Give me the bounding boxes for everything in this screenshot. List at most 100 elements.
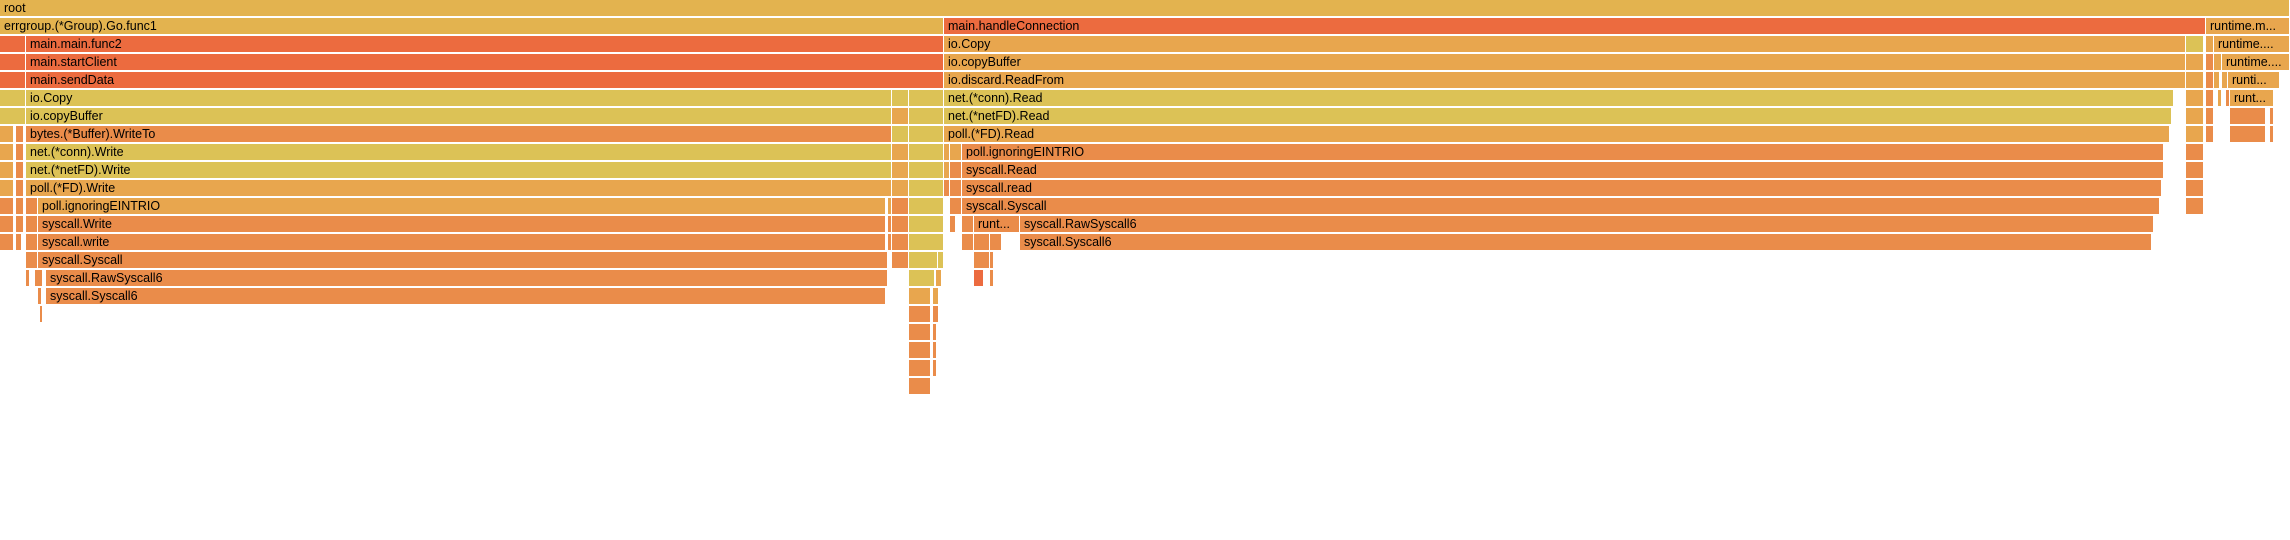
flame-frame-unlabeled[interactable]: [909, 270, 935, 287]
flame-frame-unlabeled[interactable]: [2230, 108, 2266, 125]
flame-frame[interactable]: main.handleConnection: [944, 18, 2206, 35]
flame-frame-unlabeled[interactable]: [892, 108, 909, 125]
flame-frame-unlabeled[interactable]: [2186, 72, 2204, 89]
flame-frame[interactable]: bytes.(*Buffer).WriteTo: [26, 126, 892, 143]
flame-frame-unlabeled[interactable]: [16, 144, 24, 161]
flame-frame-unlabeled[interactable]: [909, 126, 944, 143]
flame-frame-unlabeled[interactable]: [962, 216, 974, 233]
flame-frame-unlabeled[interactable]: [2270, 126, 2274, 143]
flame-frame-unlabeled[interactable]: [2222, 72, 2228, 89]
flame-frame-unlabeled[interactable]: [950, 216, 956, 233]
flame-frame-unlabeled[interactable]: [909, 198, 944, 215]
flame-frame-unlabeled[interactable]: [974, 234, 990, 251]
flame-frame[interactable]: io.copyBuffer: [26, 108, 892, 125]
flame-frame-unlabeled[interactable]: [909, 234, 944, 251]
flame-frame[interactable]: syscall.Write: [38, 216, 886, 233]
flame-frame[interactable]: runti...: [2228, 72, 2280, 89]
flame-frame-unlabeled[interactable]: [35, 270, 43, 287]
flame-frame-unlabeled[interactable]: [0, 72, 26, 89]
flame-frame-unlabeled[interactable]: [0, 108, 26, 125]
flame-frame[interactable]: syscall.Syscall: [962, 198, 2160, 215]
flame-frame[interactable]: net.(*conn).Write: [26, 144, 892, 161]
flame-frame-unlabeled[interactable]: [909, 324, 931, 341]
flame-frame-unlabeled[interactable]: [990, 270, 994, 287]
flame-frame-unlabeled[interactable]: [909, 252, 938, 269]
flame-frame-unlabeled[interactable]: [0, 126, 14, 143]
flame-frame[interactable]: syscall.RawSyscall6: [1020, 216, 2154, 233]
flame-frame-unlabeled[interactable]: [892, 216, 909, 233]
flame-frame-unlabeled[interactable]: [2186, 90, 2204, 107]
flame-frame[interactable]: runt...: [974, 216, 1020, 233]
flame-frame[interactable]: syscall.RawSyscall6: [46, 270, 888, 287]
flame-frame-unlabeled[interactable]: [16, 198, 24, 215]
flame-frame[interactable]: runtime....: [2214, 36, 2290, 53]
flame-frame-unlabeled[interactable]: [888, 234, 892, 251]
flame-frame-unlabeled[interactable]: [933, 306, 939, 323]
flame-frame-unlabeled[interactable]: [909, 342, 931, 359]
flame-frame-unlabeled[interactable]: [909, 162, 944, 179]
flame-frame-unlabeled[interactable]: [38, 288, 42, 305]
flame-frame-unlabeled[interactable]: [16, 126, 24, 143]
flame-frame-unlabeled[interactable]: [26, 270, 30, 287]
flame-frame-unlabeled[interactable]: [990, 234, 1002, 251]
flame-frame[interactable]: io.discard.ReadFrom: [944, 72, 2186, 89]
flame-frame[interactable]: poll.ignoringEINTRIO: [962, 144, 2164, 161]
flame-frame[interactable]: net.(*netFD).Read: [944, 108, 2172, 125]
flame-frame-unlabeled[interactable]: [909, 144, 944, 161]
flame-frame[interactable]: io.copyBuffer: [944, 54, 2186, 71]
flame-frame[interactable]: poll.ignoringEINTRIO: [38, 198, 886, 215]
flame-frame-unlabeled[interactable]: [0, 198, 14, 215]
flame-frame-unlabeled[interactable]: [16, 162, 24, 179]
flame-frame[interactable]: net.(*conn).Read: [944, 90, 2174, 107]
flame-frame-unlabeled[interactable]: [0, 162, 14, 179]
flame-frame-unlabeled[interactable]: [2186, 126, 2204, 143]
flame-frame-unlabeled[interactable]: [2186, 36, 2204, 53]
flame-frame[interactable]: poll.(*FD).Read: [944, 126, 2170, 143]
flame-frame[interactable]: io.Copy: [944, 36, 2186, 53]
flame-frame-unlabeled[interactable]: [0, 54, 26, 71]
flame-frame-unlabeled[interactable]: [2214, 72, 2220, 89]
flame-frame[interactable]: syscall.Syscall: [38, 252, 888, 269]
flame-frame[interactable]: runtime.m...: [2206, 18, 2290, 35]
flame-frame-unlabeled[interactable]: [950, 162, 962, 179]
flame-frame-unlabeled[interactable]: [990, 252, 994, 269]
flame-frame-unlabeled[interactable]: [944, 144, 950, 161]
flame-frame-unlabeled[interactable]: [0, 216, 14, 233]
flame-frame-unlabeled[interactable]: [938, 252, 944, 269]
flame-frame-unlabeled[interactable]: [933, 288, 939, 305]
flame-frame-unlabeled[interactable]: [909, 360, 931, 377]
flame-frame[interactable]: poll.(*FD).Write: [26, 180, 892, 197]
flame-frame[interactable]: root: [0, 0, 2290, 17]
flame-frame-unlabeled[interactable]: [26, 198, 38, 215]
flame-frame-unlabeled[interactable]: [974, 270, 984, 287]
flame-frame-unlabeled[interactable]: [0, 36, 26, 53]
flame-frame-unlabeled[interactable]: [2230, 126, 2266, 143]
flame-frame[interactable]: runtime....: [2222, 54, 2290, 71]
flame-frame-unlabeled[interactable]: [892, 144, 909, 161]
flame-frame-unlabeled[interactable]: [16, 234, 22, 251]
flame-frame-unlabeled[interactable]: [909, 216, 944, 233]
flame-frame[interactable]: main.startClient: [26, 54, 944, 71]
flame-frame-unlabeled[interactable]: [909, 180, 944, 197]
flame-frame-unlabeled[interactable]: [944, 180, 950, 197]
flame-frame-unlabeled[interactable]: [888, 216, 892, 233]
flame-frame-unlabeled[interactable]: [2186, 108, 2204, 125]
flame-frame-unlabeled[interactable]: [892, 180, 909, 197]
flame-frame[interactable]: main.sendData: [26, 72, 944, 89]
flame-frame-unlabeled[interactable]: [933, 324, 937, 341]
flame-frame-unlabeled[interactable]: [962, 234, 974, 251]
flame-frame-unlabeled[interactable]: [974, 252, 990, 269]
flame-frame[interactable]: main.main.func2: [26, 36, 944, 53]
flame-frame-unlabeled[interactable]: [2218, 90, 2222, 107]
flame-frame[interactable]: syscall.write: [38, 234, 886, 251]
flame-frame-unlabeled[interactable]: [0, 180, 14, 197]
flame-frame-unlabeled[interactable]: [26, 216, 38, 233]
flame-frame-unlabeled[interactable]: [909, 378, 931, 395]
flame-frame-unlabeled[interactable]: [26, 252, 38, 269]
flame-frame-unlabeled[interactable]: [2206, 90, 2214, 107]
flame-frame[interactable]: errgroup.(*Group).Go.func1: [0, 18, 944, 35]
flame-frame-unlabeled[interactable]: [892, 198, 909, 215]
flame-frame[interactable]: net.(*netFD).Write: [26, 162, 892, 179]
flame-frame-unlabeled[interactable]: [2206, 126, 2214, 143]
flame-frame-unlabeled[interactable]: [2206, 54, 2214, 71]
